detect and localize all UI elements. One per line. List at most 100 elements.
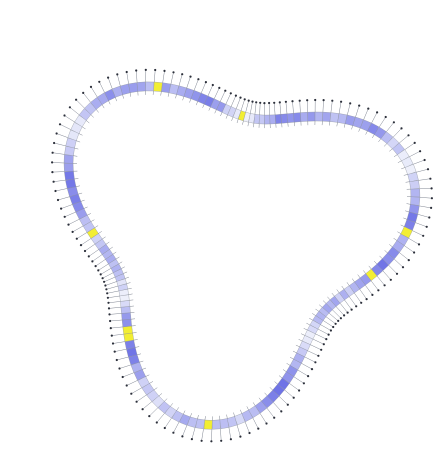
normal-arrow-tip (154, 68, 157, 72)
inner-normal-tick (204, 416, 206, 421)
normal-vector (173, 421, 180, 433)
normal-arrow-tip (105, 288, 108, 291)
boundary-cell (272, 383, 285, 397)
inner-normal-tick (389, 148, 393, 152)
normal-vector (273, 402, 282, 412)
normal-arrow-tip (426, 168, 430, 171)
boundary-cells (63, 81, 421, 430)
normal-arrow-tip (263, 102, 266, 105)
normal-arrow-tip (82, 91, 85, 94)
inner-normal-tick (292, 350, 297, 354)
normal-arrow-tip (286, 403, 289, 406)
normal-arrow-tip (248, 431, 251, 435)
normal-vector (320, 324, 332, 331)
normal-arrow-tip (306, 99, 309, 102)
boundary-cell (386, 136, 400, 150)
normal-arrow-tip (355, 305, 358, 308)
inner-normal-tick (208, 106, 211, 111)
normal-vector (404, 245, 415, 253)
normal-arrow-tip (425, 225, 428, 228)
normal-arrow-tip (400, 127, 403, 130)
normal-vector (266, 407, 275, 418)
normal-arrow-tip (280, 410, 283, 413)
boundary-cell (226, 416, 238, 428)
normal-arrow-tip (360, 301, 363, 304)
boundary-cell (344, 114, 356, 126)
inner-normal-tick (393, 237, 398, 241)
boundary-cell (300, 112, 309, 122)
inner-normal-tick (269, 387, 273, 391)
normal-arrow-tip (265, 422, 268, 425)
inner-normal-tick (312, 313, 316, 316)
normal-arrow-tip (97, 269, 100, 272)
normal-arrow-tip (339, 317, 342, 320)
boundary-cell (164, 405, 177, 419)
boundary-cell (203, 419, 213, 430)
normal-arrow-tip (106, 292, 109, 295)
inner-normal-tick (128, 293, 133, 295)
normal-vector (330, 100, 333, 113)
inner-normal-tick (322, 300, 327, 304)
inner-normal-tick (405, 181, 410, 183)
inner-normal-tick (343, 123, 346, 128)
inner-normal-tick (80, 199, 85, 202)
inner-normal-tick (346, 282, 350, 286)
inner-normal-tick (214, 109, 217, 114)
inner-normal-tick (397, 231, 402, 234)
normal-arrow-tip (110, 334, 113, 337)
normal-vector (409, 150, 421, 157)
inner-normal-tick (264, 392, 268, 396)
normal-arrow-tip (75, 98, 78, 101)
normal-arrow-tip (239, 96, 242, 99)
boundary-cell (146, 389, 160, 402)
normal-arrow-tip (204, 81, 207, 84)
boundary-cell (259, 114, 265, 125)
normal-vector (54, 142, 66, 147)
boundary-cell (254, 400, 268, 414)
inner-normal-tick (75, 185, 80, 187)
inner-normal-tick (252, 402, 256, 406)
inner-normal-tick (90, 219, 95, 222)
normal-arrow-tip (419, 150, 422, 153)
boundary-cell (120, 83, 131, 95)
inner-normal-tick (142, 367, 147, 370)
normal-arrow-tip (55, 132, 58, 135)
normal-vector (399, 135, 409, 144)
inner-normal-tick (183, 410, 186, 415)
inner-normal-tick (175, 94, 177, 99)
inner-normal-tick (306, 322, 311, 326)
normal-vector (170, 72, 174, 85)
normal-vector (201, 428, 204, 441)
inner-normal-tick (400, 224, 405, 227)
inner-normal-tick (303, 328, 308, 331)
normal-arrow-tip (389, 278, 392, 281)
normal-vector (252, 417, 259, 429)
normal-vector (178, 74, 183, 86)
inner-normal-tick (298, 339, 303, 342)
normal-arrow-tip (79, 244, 83, 247)
normal-arrow-tip (155, 421, 158, 424)
inner-normal-tick (195, 101, 198, 106)
normal-arrow-tip (422, 234, 425, 237)
normal-vector (200, 82, 207, 94)
normal-arrow-tip (224, 89, 227, 92)
normal-arrow-tip (298, 99, 301, 102)
inner-normal-tick (383, 143, 388, 147)
normal-vector (307, 350, 319, 357)
normal-arrow-tip (104, 284, 107, 287)
normal-arrow-tip (56, 198, 60, 202)
normal-arrow-tip (148, 415, 151, 418)
normal-arrow-tip (429, 177, 432, 180)
inner-normal-tick (374, 260, 378, 265)
normal-arrow-tip (101, 277, 104, 280)
inner-normal-tick (282, 369, 287, 372)
normal-vector (64, 211, 76, 218)
inner-normal-tick (247, 122, 249, 127)
normal-vector (219, 90, 226, 102)
normal-vector (245, 100, 249, 113)
normal-arrow-tip (172, 431, 175, 434)
inner-normal-tick (127, 287, 132, 290)
normal-vector (250, 101, 253, 114)
normal-vector (413, 159, 425, 165)
normal-arrow-tip (118, 367, 121, 370)
